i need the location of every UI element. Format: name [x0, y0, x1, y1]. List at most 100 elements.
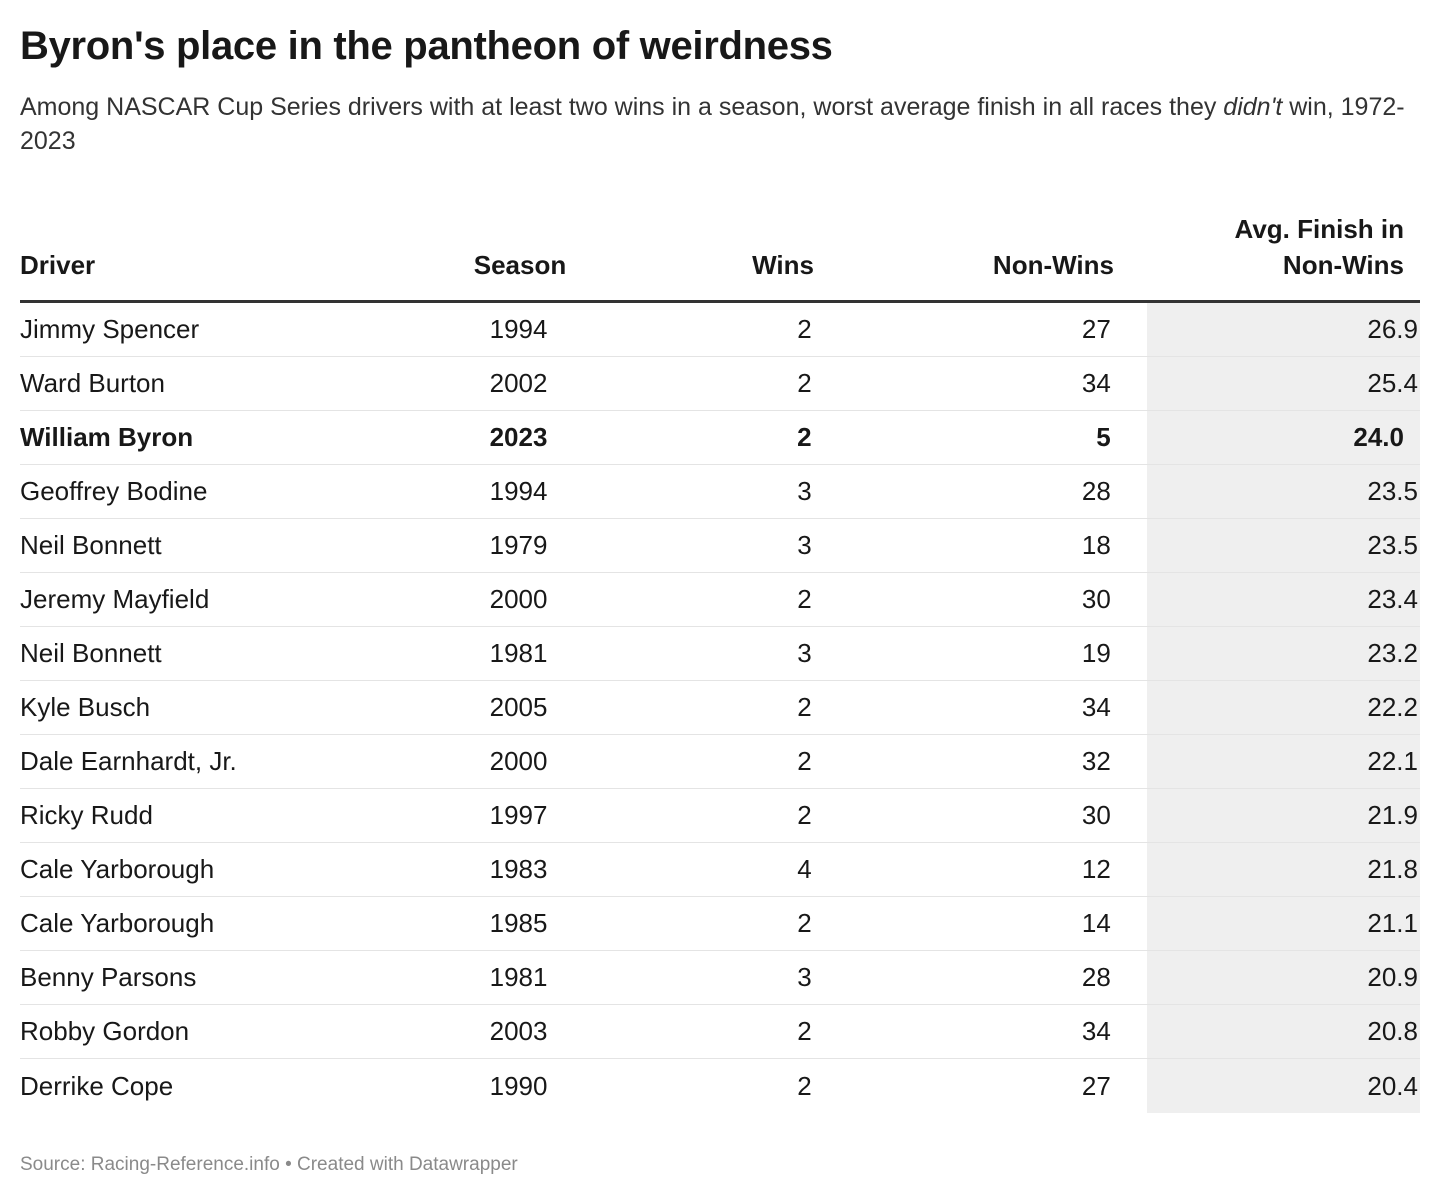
cell-wins: 3 — [797, 638, 812, 668]
cell-non-wins: 5 — [1096, 422, 1111, 452]
table-row: William Byron 2023 2 5 24.0 — [20, 411, 1420, 465]
table-row: Benny Parsons 1981 3 28 20.9 — [20, 951, 1420, 1005]
cell-avg-finish: 21.8 — [1146, 843, 1420, 896]
table-header-row: Driver Season Wins Non-Wins Avg. Finish … — [20, 210, 1420, 303]
cell-driver: Cale Yarborough — [20, 908, 215, 938]
column-header-wins: Wins — [752, 250, 814, 280]
cell-non-wins: 34 — [1081, 1016, 1111, 1046]
cell-season: 2000 — [489, 746, 548, 776]
cell-non-wins: 30 — [1081, 800, 1111, 830]
cell-avg-finish: 22.1 — [1146, 735, 1420, 788]
cell-wins: 2 — [797, 314, 812, 344]
table-row: Cale Yarborough 1983 4 12 21.8 — [20, 843, 1420, 897]
chart-footer: Source: Racing-Reference.info • Created … — [20, 1154, 518, 1175]
table-row: Kyle Busch 2005 2 34 22.2 — [20, 681, 1420, 735]
cell-wins: 2 — [797, 584, 812, 614]
cell-season: 1979 — [489, 530, 548, 560]
cell-wins: 2 — [797, 692, 812, 722]
cell-season: 1981 — [489, 638, 548, 668]
cell-avg-finish: 23.5 — [1146, 519, 1420, 572]
cell-wins: 2 — [797, 1070, 812, 1101]
cell-season: 1983 — [489, 854, 548, 884]
cell-non-wins: 14 — [1081, 908, 1111, 938]
cell-season: 1997 — [489, 800, 548, 830]
cell-driver: Kyle Busch — [20, 692, 151, 722]
cell-wins: 2 — [797, 1016, 812, 1046]
cell-driver: Dale Earnhardt, Jr. — [20, 746, 237, 776]
cell-avg-finish: 26.9 — [1146, 303, 1420, 356]
data-table: Driver Season Wins Non-Wins Avg. Finish … — [20, 210, 1420, 1113]
cell-driver: Derrike Cope — [20, 1070, 174, 1101]
cell-season: 2003 — [489, 1016, 548, 1046]
cell-wins: 2 — [797, 800, 812, 830]
cell-driver: Ricky Rudd — [20, 800, 153, 830]
cell-wins: 2 — [797, 746, 812, 776]
cell-driver: Jeremy Mayfield — [20, 584, 210, 614]
cell-driver: Benny Parsons — [20, 962, 197, 992]
cell-season: 1981 — [489, 962, 548, 992]
cell-season: 1985 — [489, 908, 548, 938]
cell-non-wins: 18 — [1081, 530, 1111, 560]
table-row: Jeremy Mayfield 2000 2 30 23.4 — [20, 573, 1420, 627]
chart-subtitle: Among NASCAR Cup Series drivers with at … — [20, 90, 1420, 158]
cell-non-wins: 27 — [1081, 1070, 1111, 1101]
cell-avg-finish: 23.4 — [1146, 573, 1420, 626]
cell-non-wins: 28 — [1081, 962, 1111, 992]
cell-avg-finish: 24.0 — [1146, 411, 1420, 464]
cell-season: 2005 — [489, 692, 548, 722]
cell-non-wins: 34 — [1081, 692, 1111, 722]
cell-avg-finish: 21.9 — [1146, 789, 1420, 842]
table-row: Geoffrey Bodine 1994 3 28 23.5 — [20, 465, 1420, 519]
table-row: Derrike Cope 1990 2 27 20.4 — [20, 1059, 1420, 1113]
cell-wins: 2 — [797, 908, 812, 938]
cell-season: 2000 — [489, 584, 548, 614]
column-header-non-wins: Non-Wins — [992, 250, 1114, 280]
cell-wins: 3 — [797, 476, 812, 506]
table-row: Robby Gordon 2003 2 34 20.8 — [20, 1005, 1420, 1059]
cell-non-wins: 30 — [1081, 584, 1111, 614]
cell-season: 1990 — [489, 1070, 548, 1101]
cell-driver: Robby Gordon — [20, 1016, 190, 1046]
cell-avg-finish: 23.5 — [1146, 465, 1420, 518]
cell-avg-finish: 20.9 — [1146, 951, 1420, 1004]
table-body: Jimmy Spencer 1994 2 27 26.9 Ward Burton 2002 2… — [20, 303, 1420, 1113]
chart-title: Byron's place in the pantheon of weirdne… — [20, 24, 833, 68]
table-row: Ward Burton 2002 2 34 25.4 — [20, 357, 1420, 411]
table-row: Dale Earnhardt, Jr. 2000 2 32 22.1 — [20, 735, 1420, 789]
cell-avg-finish: 21.1 — [1146, 897, 1420, 950]
cell-driver: Jimmy Spencer — [20, 314, 200, 344]
cell-avg-finish: 20.8 — [1146, 1005, 1420, 1058]
table-row: Neil Bonnett 1979 3 18 23.5 — [20, 519, 1420, 573]
cell-wins: 3 — [797, 530, 812, 560]
column-header-avg-line1: Avg. Finish in — [1234, 214, 1404, 244]
column-header-driver: Driver — [20, 250, 96, 280]
cell-driver: Cale Yarborough — [20, 854, 215, 884]
subtitle-emphasis: didn't — [1223, 93, 1283, 121]
cell-wins: 2 — [797, 368, 812, 398]
cell-avg-finish: 22.2 — [1146, 681, 1420, 734]
cell-driver: William Byron — [20, 422, 194, 452]
cell-avg-finish: 23.2 — [1146, 627, 1420, 680]
column-header-avg-line2: Non-Wins — [1282, 250, 1404, 280]
cell-non-wins: 12 — [1081, 854, 1111, 884]
table-row: Cale Yarborough 1985 2 14 21.1 — [20, 897, 1420, 951]
subtitle-text-end: win, 1972-2023 — [20, 93, 1405, 155]
column-header-season: Season — [473, 250, 567, 280]
cell-non-wins: 34 — [1081, 368, 1111, 398]
cell-wins: 2 — [797, 422, 812, 452]
cell-wins: 4 — [797, 854, 812, 884]
cell-season: 2002 — [489, 368, 548, 398]
cell-non-wins: 28 — [1081, 476, 1111, 506]
cell-avg-finish: 20.4 — [1146, 1059, 1420, 1113]
cell-wins: 3 — [797, 962, 812, 992]
cell-driver: Neil Bonnett — [20, 638, 162, 668]
cell-driver: Ward Burton — [20, 368, 165, 398]
cell-season: 1994 — [489, 314, 548, 344]
cell-season: 1994 — [489, 476, 548, 506]
subtitle-text: Among NASCAR Cup Series drivers with at … — [20, 93, 1224, 121]
cell-driver: Neil Bonnett — [20, 530, 162, 560]
cell-non-wins: 32 — [1081, 746, 1111, 776]
cell-driver: Geoffrey Bodine — [20, 476, 208, 506]
column-header-avg-finish: Avg. Finish in Non-Wins — [1150, 211, 1420, 300]
table-row: Ricky Rudd 1997 2 30 21.9 — [20, 789, 1420, 843]
